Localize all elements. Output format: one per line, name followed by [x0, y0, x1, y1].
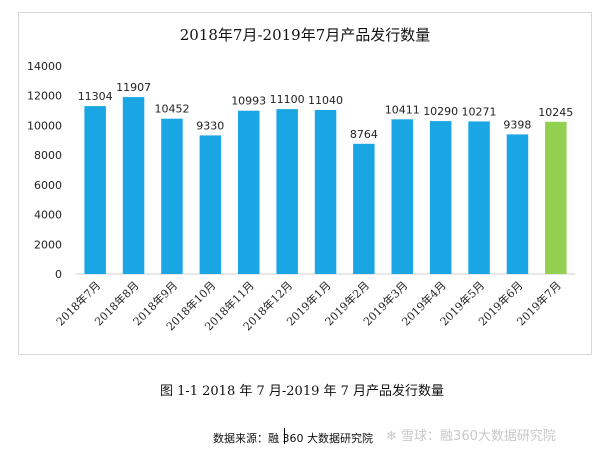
source-note: 数据来源：融 360 大数据研究院: [213, 432, 373, 445]
bar: [276, 109, 298, 274]
data-label: 9398: [503, 118, 531, 131]
bar-chart: 2018年7月-2019年7月产品发行数量 0 2000 4000 6000 8000 1…: [27, 26, 575, 333]
watermark-text: 雪球：融360大数据研究院: [401, 429, 556, 444]
data-label: 8764: [350, 128, 378, 141]
data-label: 11100: [270, 93, 305, 106]
y-tick-label: 6000: [34, 179, 62, 192]
y-tick-label: 0: [55, 268, 62, 281]
y-tick-label: 8000: [34, 149, 62, 162]
bar: [391, 119, 413, 274]
data-label: 11040: [308, 94, 343, 107]
data-label: 10245: [538, 106, 573, 119]
chart-frame: [18, 12, 592, 355]
y-tick-label: 10000: [27, 119, 62, 132]
y-tick-label: 2000: [34, 238, 62, 251]
snowball-icon: ❄: [386, 429, 397, 444]
bar: [122, 97, 145, 274]
y-tick-label: 12000: [27, 90, 62, 103]
watermark: ❄ 雪球：融360大数据研究院: [386, 425, 556, 444]
figure-caption: 图 1-1 2018 年 7 月-2019 年 7 月产品发行数量: [159, 384, 445, 399]
bar: [506, 134, 529, 274]
bar: [238, 110, 260, 274]
bar: [429, 121, 452, 274]
data-label: 10993: [231, 95, 266, 108]
bar: [468, 121, 490, 275]
bar: [353, 143, 375, 274]
bar: [199, 135, 222, 274]
data-label: 10271: [462, 105, 497, 118]
data-label: 10452: [155, 103, 190, 116]
bar: [314, 110, 337, 274]
y-tick-label: 14000: [27, 60, 62, 73]
y-axis: 0 2000 4000 6000 8000 10000 12000 14000: [27, 60, 575, 281]
bar: [545, 121, 567, 274]
data-label: 9330: [196, 119, 224, 132]
y-tick-label: 4000: [34, 209, 62, 222]
text-cursor: [284, 428, 285, 444]
x-axis: 2018年7月2018年8月2018年9月2018年10月2018年11月201…: [53, 278, 564, 333]
data-label: 11304: [78, 90, 113, 103]
data-label: 11907: [116, 81, 151, 94]
chart-title: 2018年7月-2019年7月产品发行数量: [180, 26, 431, 44]
data-label: 10411: [385, 103, 420, 116]
data-label: 10290: [423, 105, 458, 118]
bar: [161, 118, 183, 274]
bar: [84, 106, 106, 274]
